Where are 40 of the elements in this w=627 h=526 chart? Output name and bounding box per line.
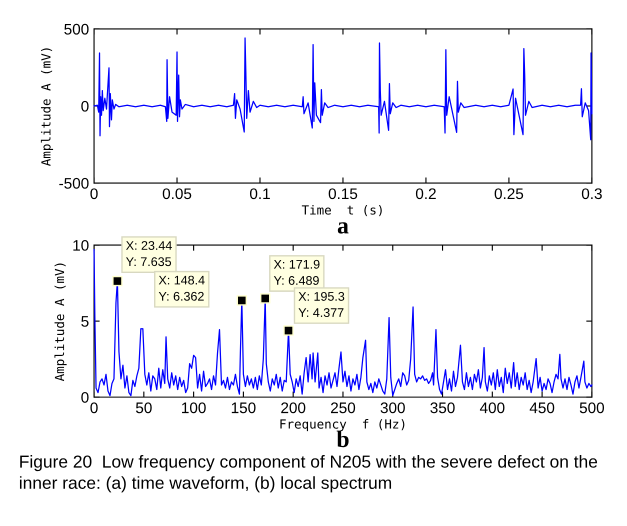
x-tick-label: 400	[480, 402, 504, 414]
point	[112, 276, 123, 286]
y-tick-label: 0	[81, 100, 89, 112]
x-tick-label: 0.25	[494, 188, 524, 200]
line-series	[93, 37, 593, 140]
point	[260, 293, 270, 304]
x-tick-label: 0.1	[250, 188, 270, 200]
x-tick-label: 0.2	[416, 188, 436, 200]
annotation: X: 195.3 Y: 4.377	[298, 292, 344, 318]
y-axis-title: Amplitude A (mV)	[40, 48, 54, 166]
x-axis-title: Time t (s)	[302, 204, 382, 216]
x-tick-label: 250	[330, 402, 356, 414]
x-tick-label: 50	[136, 402, 152, 414]
x-tick-label: 0	[90, 402, 98, 414]
annotation: X: 23.44 Y: 7.635	[126, 241, 172, 266]
x-tick-label: 450	[530, 402, 554, 414]
x-axis-title: Frequency f (Hz)	[280, 419, 404, 432]
point	[236, 295, 248, 306]
x-tick-label: 0.3	[582, 188, 602, 200]
annotation: X: 171.9 Y: 6.489	[274, 260, 320, 285]
x-tick-label: 150	[232, 402, 256, 414]
x-tick-label: 300	[380, 402, 405, 414]
x-tick-label: 0.05	[162, 188, 192, 200]
x-tick-label: 0	[90, 188, 98, 200]
text: a	[338, 222, 349, 234]
y-tick-label: -500	[59, 178, 89, 189]
y-tick-label: 0	[81, 392, 89, 403]
x-tick-label: 200	[281, 402, 306, 414]
y-tick-label: 500	[64, 24, 89, 35]
point	[283, 325, 294, 336]
annotation: X: 148.4 Y: 6.362	[158, 276, 205, 301]
caption: Figure 20 Low frequency component of N205 with the severe defect on the inner race: (a) time waveform, (b) local spectrum	[20, 454, 598, 492]
y-tick-label: 10	[73, 240, 89, 251]
x-tick-label: 500	[580, 402, 604, 414]
x-tick-label: 0.15	[328, 188, 358, 200]
y-tick-label: 5	[81, 316, 89, 327]
text: b	[336, 430, 349, 448]
x-tick-label: 100	[182, 402, 206, 414]
x-tick-label: 350	[430, 402, 455, 414]
y-axis-title: Amplitude A (mV)	[54, 264, 67, 382]
